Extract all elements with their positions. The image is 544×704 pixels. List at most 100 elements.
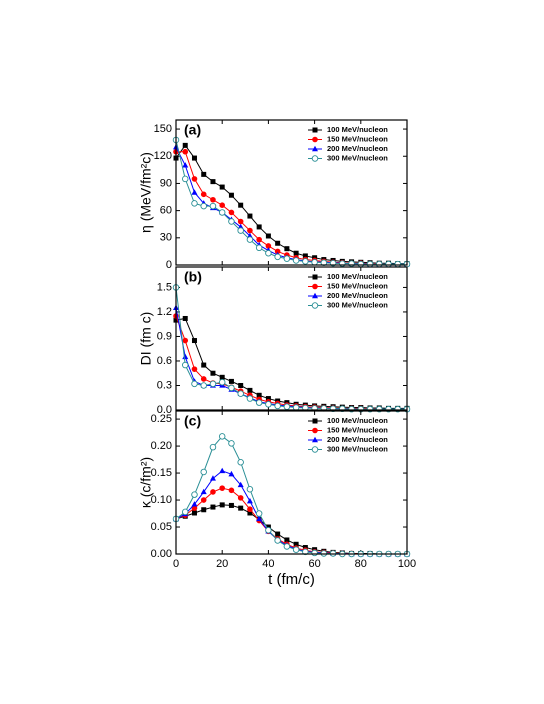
- data-point: [182, 148, 189, 155]
- data-point: [238, 382, 244, 388]
- series-line: [175, 435, 407, 555]
- data-point: [284, 537, 290, 543]
- data-point: [219, 184, 225, 190]
- data-point: [191, 176, 198, 182]
- data-point: [201, 171, 207, 177]
- data-point: [219, 485, 225, 491]
- data-point: [191, 501, 198, 507]
- data-point: [265, 527, 272, 534]
- data-point: [182, 142, 188, 148]
- data-point: [237, 218, 244, 225]
- legend-marker: [312, 127, 318, 133]
- data-point: [302, 548, 309, 556]
- y-tick-label: 1.5: [157, 281, 172, 293]
- data-point: [191, 155, 197, 161]
- x-tick-label: 100: [398, 558, 416, 570]
- y-tick-label: 30: [160, 232, 172, 244]
- y-tick-label: 0.9: [157, 330, 172, 342]
- data-point: [210, 504, 216, 510]
- data-point: [265, 243, 272, 249]
- data-point: [191, 510, 197, 516]
- y-tick-label: 0: [166, 259, 172, 271]
- data-point: [228, 378, 234, 384]
- data-point: [247, 387, 253, 393]
- y-tick-label: 90: [160, 177, 172, 189]
- data-point: [209, 380, 217, 388]
- y-tick-label: 0.10: [151, 494, 172, 506]
- data-point: [237, 459, 244, 466]
- data-point: [283, 403, 291, 410]
- data-point: [182, 315, 188, 321]
- data-point: [228, 192, 234, 198]
- data-point: [210, 196, 216, 203]
- data-point: [311, 259, 318, 266]
- legend-marker: [312, 292, 318, 299]
- series-line: [175, 315, 407, 410]
- data-point: [191, 366, 198, 372]
- data-point: [237, 495, 244, 501]
- data-point: [210, 179, 216, 185]
- data-point: [191, 505, 198, 511]
- series-line: [175, 470, 407, 555]
- data-point: [302, 258, 309, 265]
- panel-label: (c): [184, 413, 201, 429]
- y-axis-label: η (MeV/fm²c): [138, 152, 154, 233]
- data-point: [200, 202, 207, 210]
- data-point: [357, 260, 365, 268]
- data-point: [237, 390, 244, 397]
- legend-label: 300 MeV/nucleon: [327, 153, 388, 162]
- data-point: [247, 227, 253, 234]
- data-point: [292, 257, 300, 264]
- series-line: [175, 317, 407, 409]
- y-tick-label: 0.20: [151, 440, 172, 452]
- data-point: [201, 507, 207, 513]
- data-point: [247, 510, 253, 516]
- data-point: [283, 543, 291, 550]
- x-tick-label: 60: [308, 558, 320, 570]
- y-tick-label: 0.25: [151, 413, 172, 425]
- legend-label: 300 MeV/nucleon: [327, 300, 388, 309]
- plot-frame: [175, 410, 408, 555]
- y-tick-label: 0.05: [151, 521, 172, 533]
- data-point: [238, 505, 244, 511]
- data-point: [228, 384, 235, 392]
- data-point: [256, 392, 262, 398]
- data-point: [209, 475, 216, 481]
- data-point: [181, 175, 189, 183]
- y-axis-label: κ (c/fm²): [138, 457, 154, 508]
- data-point: [228, 209, 235, 216]
- legend-marker: [312, 427, 318, 434]
- legend-label: 300 MeV/nucleon: [327, 444, 388, 453]
- y-tick-label: 0.15: [151, 467, 172, 479]
- data-point: [274, 402, 281, 410]
- data-point: [265, 233, 271, 239]
- plot-frame: [175, 266, 408, 411]
- legend-label: 200 MeV/nucleon: [327, 435, 388, 444]
- y-tick-label: 150: [154, 123, 172, 135]
- data-point: [191, 200, 198, 207]
- data-point: [246, 497, 253, 504]
- y-tick-label: 120: [154, 150, 172, 162]
- data-point: [228, 218, 235, 225]
- data-point: [274, 537, 281, 544]
- data-point: [246, 395, 254, 402]
- y-tick-label: 1.2: [157, 306, 172, 318]
- data-point: [339, 260, 346, 267]
- data-point: [228, 470, 235, 477]
- legend-label: 150 MeV/nucleon: [327, 134, 388, 143]
- data-point: [284, 246, 290, 252]
- y-tick-label: 0.3: [157, 379, 172, 391]
- data-point: [247, 506, 253, 513]
- data-point: [219, 202, 225, 208]
- data-point: [191, 491, 198, 498]
- data-point: [200, 488, 207, 495]
- data-point: [210, 370, 216, 376]
- y-tick-label: 0.6: [157, 355, 172, 367]
- legend-label: 100 MeV/nucleon: [327, 272, 388, 281]
- data-point: [219, 467, 226, 474]
- data-point: [191, 380, 198, 388]
- data-point: [181, 361, 189, 369]
- data-point: [200, 191, 207, 198]
- data-point: [228, 502, 234, 508]
